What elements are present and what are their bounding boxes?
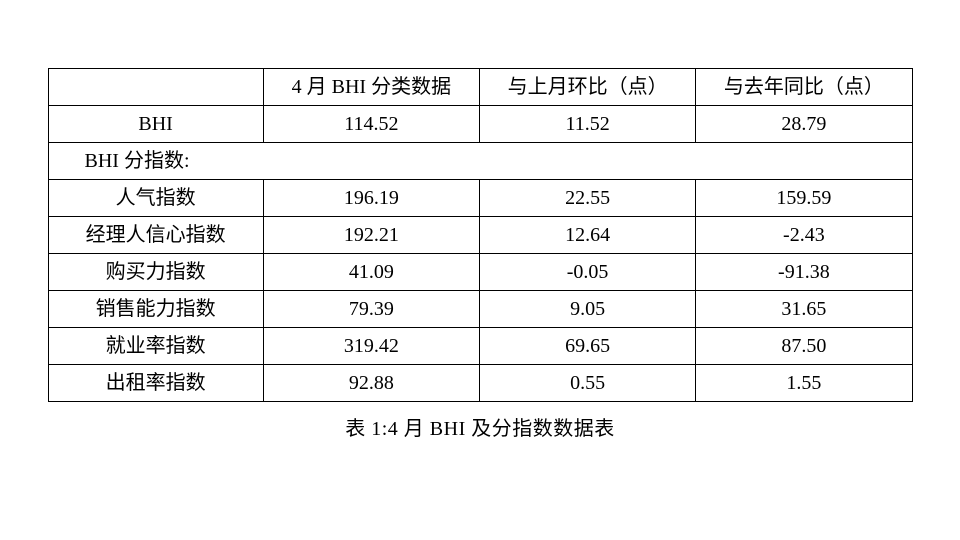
- row-value: 9.05: [479, 291, 695, 328]
- row-value: 69.65: [479, 328, 695, 365]
- row-label: 购买力指数: [48, 254, 263, 291]
- table-row: 人气指数 196.19 22.55 159.59: [48, 180, 912, 217]
- section-header: BHI 分指数:: [48, 143, 912, 180]
- table-caption: 表 1:4 月 BHI 及分指数数据表: [345, 412, 615, 441]
- table-row: 销售能力指数 79.39 9.05 31.65: [48, 291, 912, 328]
- table-row: 就业率指数 319.42 69.65 87.50: [48, 328, 912, 365]
- header-col1: 4 月 BHI 分类数据: [263, 69, 479, 106]
- row-label: 出租率指数: [48, 365, 263, 402]
- table-row: BHI 114.52 11.52 28.79: [48, 106, 912, 143]
- table-header-row: 4 月 BHI 分类数据 与上月环比（点） 与去年同比（点）: [48, 69, 912, 106]
- row-value: 79.39: [263, 291, 479, 328]
- row-value: 192.21: [263, 217, 479, 254]
- row-value: 22.55: [479, 180, 695, 217]
- row-value: 159.59: [696, 180, 912, 217]
- table-row: 经理人信心指数 192.21 12.64 -2.43: [48, 217, 912, 254]
- row-value: 41.09: [263, 254, 479, 291]
- row-label: BHI: [48, 106, 263, 143]
- row-label: 就业率指数: [48, 328, 263, 365]
- bhi-data-table: 4 月 BHI 分类数据 与上月环比（点） 与去年同比（点） BHI 114.5…: [48, 68, 913, 402]
- row-value: 12.64: [479, 217, 695, 254]
- row-value: 114.52: [263, 106, 479, 143]
- row-value: -0.05: [479, 254, 695, 291]
- section-header-row: BHI 分指数:: [48, 143, 912, 180]
- row-value: 31.65: [696, 291, 912, 328]
- row-value: -2.43: [696, 217, 912, 254]
- table-row: 购买力指数 41.09 -0.05 -91.38: [48, 254, 912, 291]
- row-value: 319.42: [263, 328, 479, 365]
- row-label: 经理人信心指数: [48, 217, 263, 254]
- header-col2: 与上月环比（点）: [479, 69, 695, 106]
- row-value: 28.79: [696, 106, 912, 143]
- row-label: 销售能力指数: [48, 291, 263, 328]
- row-value: 196.19: [263, 180, 479, 217]
- header-col3: 与去年同比（点）: [696, 69, 912, 106]
- row-value: 11.52: [479, 106, 695, 143]
- row-value: 87.50: [696, 328, 912, 365]
- row-value: 92.88: [263, 365, 479, 402]
- row-value: 0.55: [479, 365, 695, 402]
- row-label: 人气指数: [48, 180, 263, 217]
- table-row: 出租率指数 92.88 0.55 1.55: [48, 365, 912, 402]
- row-value: 1.55: [696, 365, 912, 402]
- header-blank: [48, 69, 263, 106]
- row-value: -91.38: [696, 254, 912, 291]
